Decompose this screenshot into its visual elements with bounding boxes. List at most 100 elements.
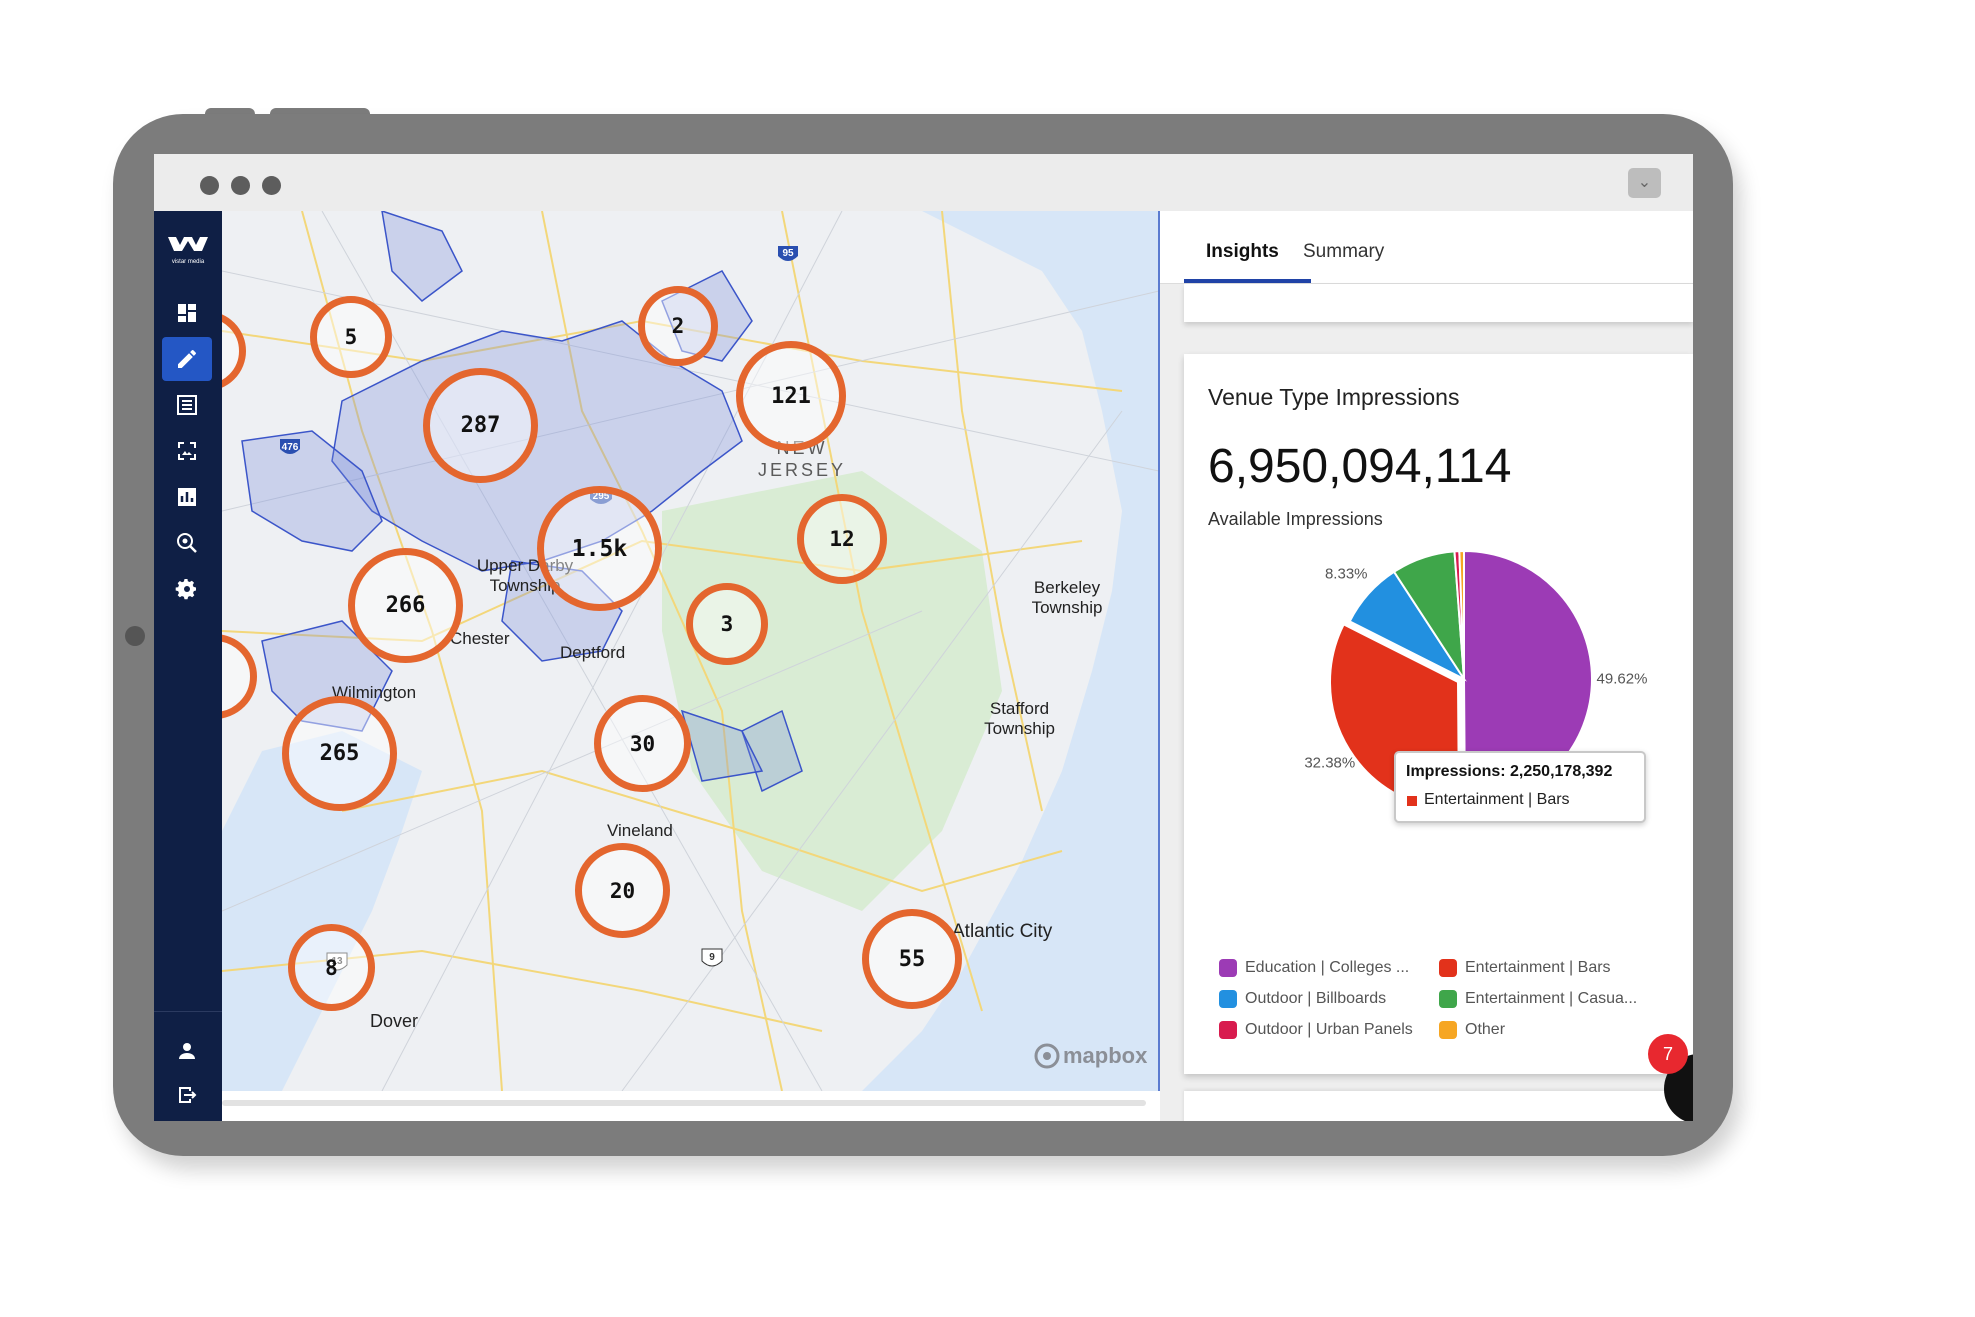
tablet-camera bbox=[125, 626, 145, 646]
logout-icon[interactable] bbox=[162, 1073, 212, 1117]
svg-text:vistar media: vistar media bbox=[172, 259, 205, 265]
legend-label: Entertainment | Casua... bbox=[1465, 990, 1638, 1007]
map-label-vineland: Vineland bbox=[607, 821, 673, 840]
map-cluster[interactable]: 266 bbox=[348, 548, 463, 663]
cluster-count: 20 bbox=[609, 878, 636, 903]
pie-data-label: 32.38% bbox=[1304, 754, 1355, 771]
legend-label: Entertainment | Bars bbox=[1465, 959, 1611, 976]
legend-label: Education | Colleges ... bbox=[1245, 959, 1410, 976]
map-cluster[interactable]: 12 bbox=[797, 494, 887, 584]
map-cluster[interactable]: 5 bbox=[310, 296, 392, 378]
map-label-deptford: Deptford bbox=[560, 643, 626, 662]
map-cluster[interactable]: 287 bbox=[423, 368, 538, 483]
legend-item[interactable]: Education | Colleges ... bbox=[1219, 959, 1409, 977]
tooltip-swatch bbox=[1407, 796, 1417, 806]
bar-chart-icon[interactable] bbox=[162, 475, 212, 519]
map-label-dover: Dover bbox=[370, 1011, 419, 1031]
cluster-count: 3 bbox=[720, 612, 734, 636]
tooltip-title: Impressions: 2,250,178,392 bbox=[1406, 763, 1613, 780]
cluster-count: 8 bbox=[325, 955, 338, 980]
legend-label: Outdoor | Billboards bbox=[1245, 990, 1387, 1007]
cluster-count: 1.5k bbox=[571, 535, 628, 562]
map-cluster[interactable]: 8 bbox=[288, 924, 375, 1011]
map-cluster[interactable]: 20 bbox=[575, 843, 670, 938]
total-impressions-label: Available Impressions bbox=[1208, 509, 1383, 529]
legend-label: Other bbox=[1465, 1021, 1506, 1038]
map-label-berkeley: Berkeley Township bbox=[1031, 578, 1103, 617]
sidebar: vistar media bbox=[154, 211, 222, 1121]
mapbox-icon bbox=[1034, 1043, 1060, 1069]
map-cluster[interactable]: 30 bbox=[594, 695, 691, 792]
legend-label: Outdoor | Urban Panels bbox=[1245, 1021, 1413, 1038]
map-border bbox=[1158, 211, 1160, 1091]
map-scrollbar[interactable] bbox=[222, 1091, 1159, 1121]
venue-type-card: Venue Type Impressions 6,950,094,114 Ava… bbox=[1184, 354, 1693, 1074]
mapbox-label: mapbox bbox=[1063, 1043, 1148, 1068]
tab-insights[interactable]: Insights bbox=[1206, 241, 1279, 262]
map-label-chester: Chester bbox=[450, 629, 510, 648]
svg-text:476: 476 bbox=[282, 442, 299, 453]
pie-slice-5[interactable] bbox=[1458, 549, 1465, 680]
vistar-logo[interactable]: vistar media bbox=[166, 233, 210, 269]
map-label-stafford: Stafford Township bbox=[984, 699, 1055, 738]
cluster-count: 265 bbox=[319, 741, 360, 766]
map-view[interactable]: 95 476 295 13 9 NEW JERSEY Upper Darby T… bbox=[222, 211, 1159, 1091]
legend-swatch bbox=[1219, 959, 1237, 977]
card-title: Venue Type Impressions bbox=[1208, 384, 1460, 410]
svg-text:95: 95 bbox=[782, 248, 794, 259]
venue-pie-chart[interactable]: 49.62%32.38%8.33%7.97%0.58% bbox=[1184, 539, 1693, 859]
cluster-count: 30 bbox=[629, 731, 656, 756]
dashboard-icon[interactable] bbox=[162, 291, 212, 335]
legend-item[interactable]: Entertainment | Bars bbox=[1439, 959, 1611, 977]
active-tab-indicator bbox=[1184, 279, 1311, 283]
window-dot bbox=[200, 176, 219, 195]
tablet-button-top-right bbox=[270, 108, 370, 118]
user-icon[interactable] bbox=[162, 1029, 212, 1073]
chart-tooltip: Impressions: 2,250,178,392 Entertainment… bbox=[1394, 751, 1646, 823]
tab-summary[interactable]: Summary bbox=[1303, 241, 1385, 262]
cluster-count: 12 bbox=[829, 527, 855, 551]
notification-badge[interactable]: 7 bbox=[1648, 1034, 1688, 1074]
legend-item[interactable]: Outdoor | Billboards bbox=[1219, 990, 1386, 1008]
map-cluster[interactable]: 2 bbox=[638, 286, 718, 366]
tab-divider bbox=[1160, 283, 1693, 284]
map-label-atlantic-city: Atlantic City bbox=[952, 921, 1053, 942]
legend-item[interactable]: Other bbox=[1439, 1021, 1505, 1039]
map-cluster[interactable]: 121 bbox=[736, 341, 846, 451]
map-cluster[interactable]: 55 bbox=[862, 909, 962, 1009]
window-dot bbox=[262, 176, 281, 195]
cluster-count: 266 bbox=[385, 593, 426, 618]
total-impressions: 6,950,094,114 bbox=[1208, 440, 1512, 493]
map-cluster[interactable]: 1.5k bbox=[537, 486, 662, 611]
legend-swatch bbox=[1439, 1021, 1457, 1039]
pie-data-label: 49.62% bbox=[1597, 670, 1648, 687]
image-frame-icon[interactable] bbox=[162, 429, 212, 473]
edit-icon[interactable] bbox=[162, 337, 212, 381]
collapsed-card bbox=[1184, 284, 1693, 322]
tablet-button-top-left bbox=[205, 108, 255, 118]
map-cluster[interactable]: 3 bbox=[686, 583, 768, 665]
legend-item[interactable]: Entertainment | Casua... bbox=[1439, 990, 1637, 1008]
settings-icon[interactable] bbox=[162, 567, 212, 611]
chevron-down-icon[interactable]: ⌄ bbox=[1628, 168, 1661, 198]
map-cluster[interactable]: 265 bbox=[282, 696, 397, 811]
map-scrollbar-thumb[interactable] bbox=[222, 1100, 1146, 1106]
legend-swatch bbox=[1219, 1021, 1237, 1039]
mapbox-attribution[interactable]: mapbox bbox=[1034, 1043, 1147, 1069]
panel-tabs: Insights Summary bbox=[1160, 211, 1693, 283]
svg-text:9: 9 bbox=[709, 952, 715, 963]
search-location-icon[interactable] bbox=[162, 521, 212, 565]
insights-panel: Insights Summary Venue Type Impressions … bbox=[1160, 211, 1693, 1121]
cluster-count: 121 bbox=[771, 383, 811, 409]
legend-swatch bbox=[1439, 959, 1457, 977]
cluster-count: 287 bbox=[460, 413, 501, 438]
cluster-count: 2 bbox=[671, 314, 685, 338]
cluster-count: 5 bbox=[344, 325, 358, 349]
legend-swatch bbox=[1219, 990, 1237, 1008]
pie-data-label: 8.33% bbox=[1325, 566, 1368, 583]
window-titlebar: ⌄ bbox=[154, 154, 1693, 211]
list-icon[interactable] bbox=[162, 383, 212, 427]
sidebar-separator bbox=[154, 1011, 222, 1012]
legend-item[interactable]: Outdoor | Urban Panels bbox=[1219, 1021, 1413, 1039]
next-card bbox=[1184, 1091, 1693, 1121]
